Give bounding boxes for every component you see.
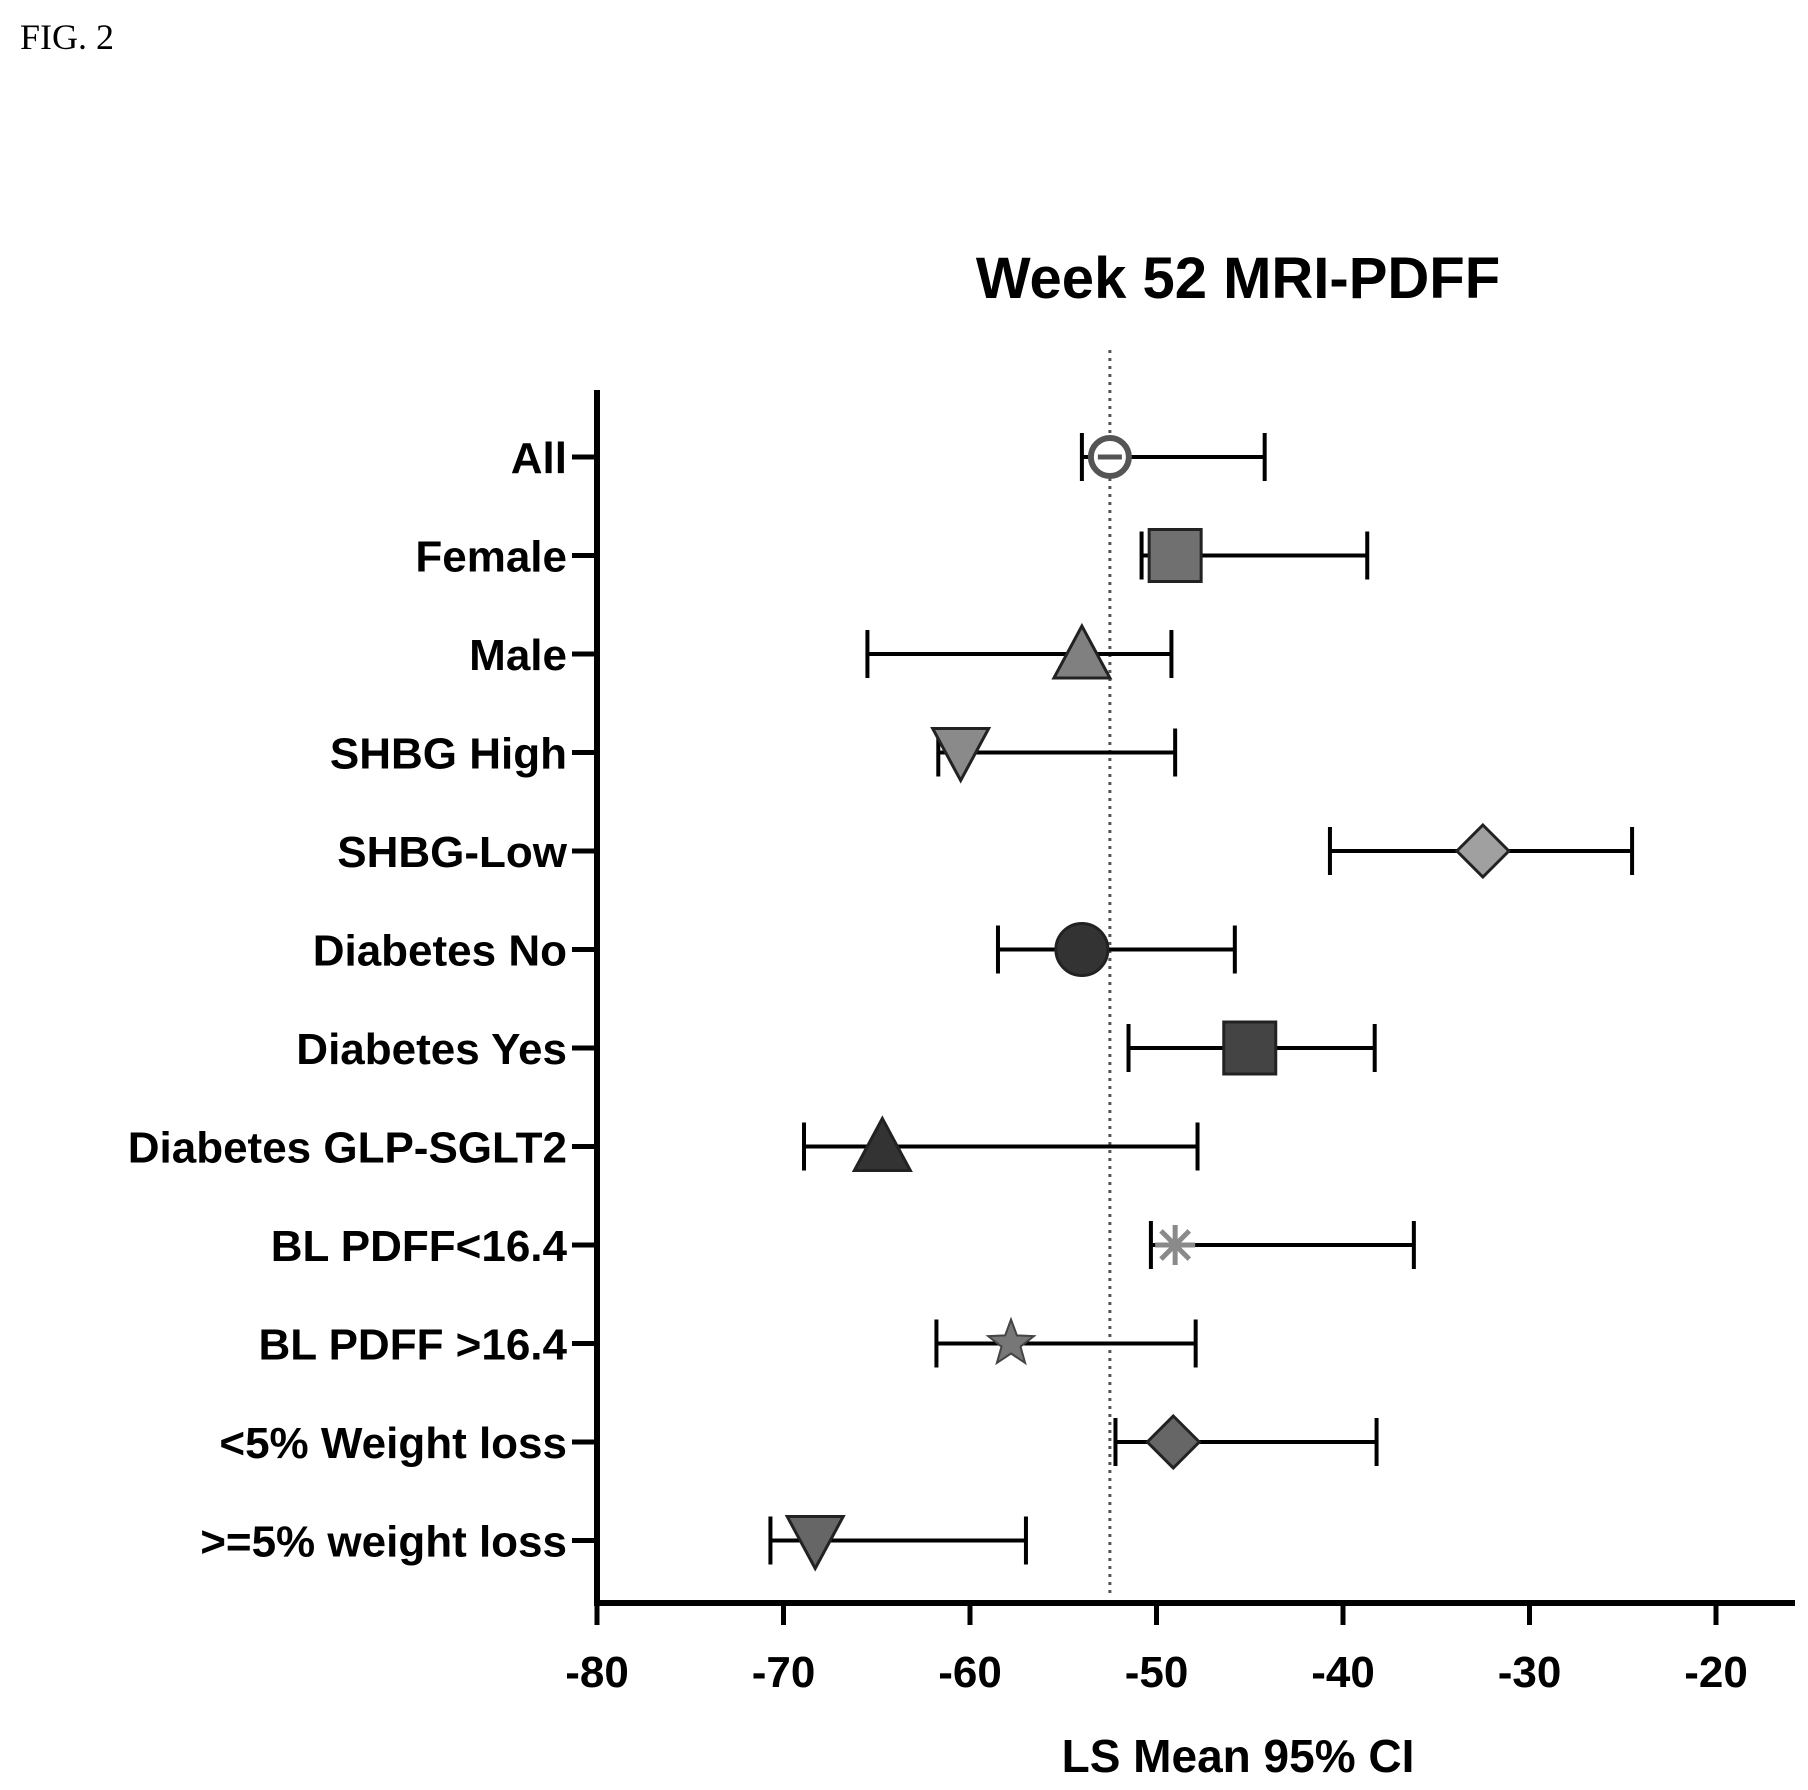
chart-title: Week 52 MRI-PDFF	[976, 246, 1500, 311]
point-estimate	[1145, 1413, 1202, 1471]
category-label: SHBG-Low	[337, 828, 568, 877]
point-estimate	[930, 727, 992, 784]
x-tick-label: -30	[1498, 1648, 1562, 1697]
x-tick-label: -80	[565, 1648, 629, 1697]
point-estimate	[985, 1316, 1037, 1366]
category-label: SHBG High	[330, 730, 567, 779]
category-label: BL PDFF<16.4	[271, 1222, 568, 1271]
x-tick-label: -60	[938, 1648, 1002, 1697]
category-label: BL PDFF >16.4	[258, 1321, 567, 1370]
asterisk-stroke	[1159, 1229, 1192, 1261]
point-estimate	[851, 1115, 913, 1172]
category-label: Diabetes GLP-SGLT2	[128, 1124, 567, 1173]
x-tick-label: -20	[1684, 1648, 1748, 1697]
category-label: <5% Weight loss	[219, 1419, 567, 1468]
category-label: Female	[415, 533, 567, 582]
category-label: Diabetes No	[313, 927, 567, 976]
x-tick-label: -70	[752, 1648, 816, 1697]
point-estimate	[1155, 1225, 1196, 1265]
point-estimate	[1054, 922, 1110, 977]
category-label: Diabetes Yes	[296, 1025, 567, 1074]
point-estimate	[1454, 822, 1511, 880]
figure-label: FIG. 2	[20, 17, 115, 57]
x-tick-label: -40	[1311, 1648, 1375, 1697]
point-estimate	[1051, 622, 1113, 680]
category-label: >=5% weight loss	[200, 1518, 567, 1567]
x-axis-title: LS Mean 95% CI	[1062, 1730, 1415, 1782]
point-estimate	[784, 1515, 846, 1572]
category-label: Male	[469, 631, 567, 680]
point-estimate	[1222, 1020, 1278, 1076]
plot-area: -80 -70 -60 -50 -40 -30 -20 All Female Male SHBG H…	[128, 350, 1795, 1697]
category-label: All	[511, 434, 567, 483]
x-tick-label: -50	[1125, 1648, 1189, 1697]
point-estimate	[1147, 528, 1203, 583]
